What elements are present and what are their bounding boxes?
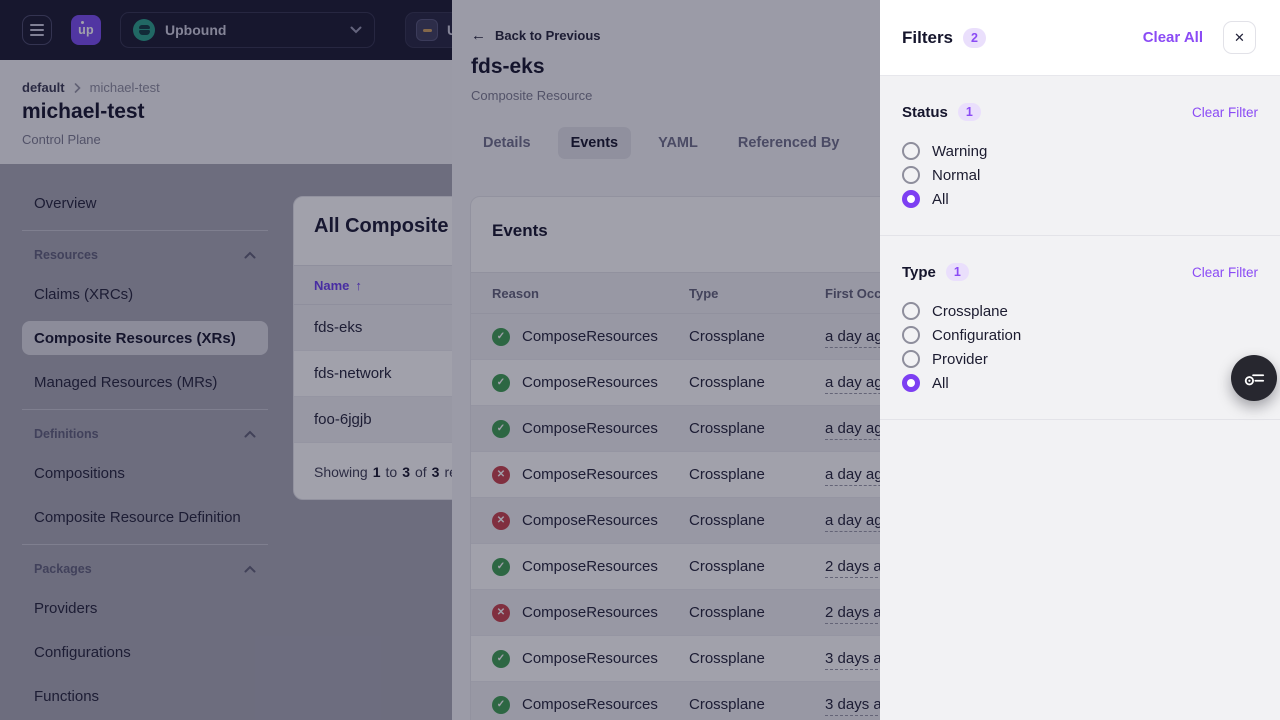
sidebar-nav: Overview Resources Claims (XRCs) Composi… <box>0 164 290 720</box>
sidebar-section-definitions[interactable]: Definitions <box>22 422 268 446</box>
back-to-previous-link[interactable]: ← Back to Previous <box>471 27 601 44</box>
relative-time[interactable]: a day ago <box>825 466 891 486</box>
divider <box>22 544 268 545</box>
radio-unselected-icon <box>902 350 920 368</box>
chevron-up-icon <box>244 251 256 259</box>
menu-icon[interactable] <box>22 15 52 45</box>
close-button[interactable]: ✕ <box>1223 21 1256 54</box>
tab-referenced-by[interactable]: Referenced By <box>737 135 840 151</box>
type-count-badge: 1 <box>945 263 969 281</box>
relative-time[interactable]: a day ago <box>825 512 891 532</box>
sidebar-item-overview[interactable]: Overview <box>34 194 97 212</box>
detail-subtitle: Composite Resource <box>471 88 593 103</box>
breadcrumb: default michael-test <box>22 80 160 95</box>
divider <box>22 409 268 410</box>
sidebar-item-xrd[interactable]: Composite Resource Definition <box>34 508 241 526</box>
tab-yaml[interactable]: YAML <box>658 135 698 151</box>
radio-unselected-icon <box>902 302 920 320</box>
sidebar-item-composite-resources[interactable]: Composite Resources (XRs) <box>22 321 268 355</box>
sidebar-item-compositions[interactable]: Compositions <box>34 464 125 482</box>
success-icon: ✓ <box>492 695 510 714</box>
sidebar-item-functions[interactable]: Functions <box>34 687 100 705</box>
error-icon: ✕ <box>492 511 510 530</box>
sidebar-section-packages[interactable]: Packages <box>22 557 268 581</box>
breadcrumb-default[interactable]: default <box>22 80 65 95</box>
status-clear-filter-button[interactable]: Clear Filter <box>1191 104 1258 120</box>
success-icon: ✓ <box>492 419 510 438</box>
filters-count-badge: 2 <box>963 27 986 48</box>
success-icon: ✓ <box>492 373 510 392</box>
radio-option-configuration[interactable]: Configuration <box>902 323 1258 347</box>
type-section-title: Type <box>902 263 936 281</box>
radio-option-crossplane[interactable]: Crossplane <box>902 299 1258 323</box>
chevron-up-icon <box>244 565 256 573</box>
sidebar-item-providers[interactable]: Providers <box>34 599 98 617</box>
account-avatar-icon <box>416 19 438 41</box>
chevron-right-icon <box>74 82 81 93</box>
breadcrumb-current[interactable]: michael-test <box>89 80 160 95</box>
clear-all-button[interactable]: Clear All <box>1142 29 1203 46</box>
radio-unselected-icon <box>902 326 920 344</box>
chevron-down-icon <box>350 26 362 34</box>
divider <box>22 230 268 231</box>
page-subtitle: Control Plane <box>22 132 101 147</box>
page-title: michael-test <box>22 100 145 123</box>
arrow-left-icon: ← <box>471 27 486 44</box>
detail-title: fds-eks <box>471 55 545 78</box>
filter-section-type: Type 1 Clear Filter Crossplane Configura… <box>880 236 1280 420</box>
close-icon: ✕ <box>1234 29 1245 45</box>
logo-dot <box>81 21 84 24</box>
filters-title: Filters <box>902 27 954 47</box>
radio-unselected-icon <box>902 166 920 184</box>
upbound-logo: up <box>71 15 101 45</box>
success-icon: ✓ <box>492 557 510 576</box>
radio-selected-icon <box>902 374 920 392</box>
relative-time[interactable]: a day ago <box>825 420 891 440</box>
column-header-type: Type <box>689 285 719 301</box>
radio-option-all-type[interactable]: All <box>902 371 1258 395</box>
filters-drawer: Filters 2 Clear All ✕ Status 1 Clear Fil… <box>880 0 1280 720</box>
modal-backdrop[interactable] <box>0 0 880 720</box>
radio-option-normal[interactable]: Normal <box>902 163 1258 187</box>
sidebar-item-managed-resources[interactable]: Managed Resources (MRs) <box>34 373 218 391</box>
tab-events[interactable]: Events <box>557 127 632 159</box>
sidebar-item-claims[interactable]: Claims (XRCs) <box>34 285 134 303</box>
filters-toggle-fab[interactable] <box>1231 355 1277 401</box>
org-avatar-icon <box>133 19 155 41</box>
tab-details[interactable]: Details <box>483 135 531 151</box>
org-switcher-label: Upbound <box>165 22 227 38</box>
event-row[interactable]: ✕ ComposeResources Crossplane a day ago <box>471 452 1249 498</box>
relative-time[interactable]: a day ago <box>825 328 891 348</box>
radio-unselected-icon <box>902 142 920 160</box>
error-icon: ✕ <box>492 603 510 622</box>
sidebar-item-configurations[interactable]: Configurations <box>34 643 131 661</box>
status-count-badge: 1 <box>957 103 981 121</box>
relative-time[interactable]: a day ago <box>825 374 891 394</box>
filter-section-status: Status 1 Clear Filter Warning Normal All <box>880 76 1280 236</box>
error-icon: ✕ <box>492 465 510 484</box>
sort-ascending-icon: ↑ <box>355 277 362 293</box>
radio-option-provider[interactable]: Provider <box>902 347 1258 371</box>
radio-selected-icon <box>902 190 920 208</box>
sidebar-section-resources[interactable]: Resources <box>22 243 268 267</box>
events-card-title: Events <box>492 221 548 240</box>
filters-header: Filters 2 Clear All ✕ <box>880 0 1280 76</box>
org-switcher[interactable]: Upbound <box>120 12 375 48</box>
event-row[interactable]: ✓ ComposeResources Crossplane a day ago <box>471 360 1249 406</box>
column-header-reason: Reason <box>492 285 539 301</box>
radio-option-warning[interactable]: Warning <box>902 139 1258 163</box>
radio-option-all-status[interactable]: All <box>902 187 1258 211</box>
chevron-up-icon <box>244 430 256 438</box>
detail-tabs: Details Events YAML Referenced By <box>470 127 852 159</box>
type-clear-filter-button[interactable]: Clear Filter <box>1191 264 1258 280</box>
success-icon: ✓ <box>492 327 510 346</box>
status-section-title: Status <box>902 103 948 121</box>
success-icon: ✓ <box>492 649 510 668</box>
filter-icon <box>1244 374 1265 386</box>
